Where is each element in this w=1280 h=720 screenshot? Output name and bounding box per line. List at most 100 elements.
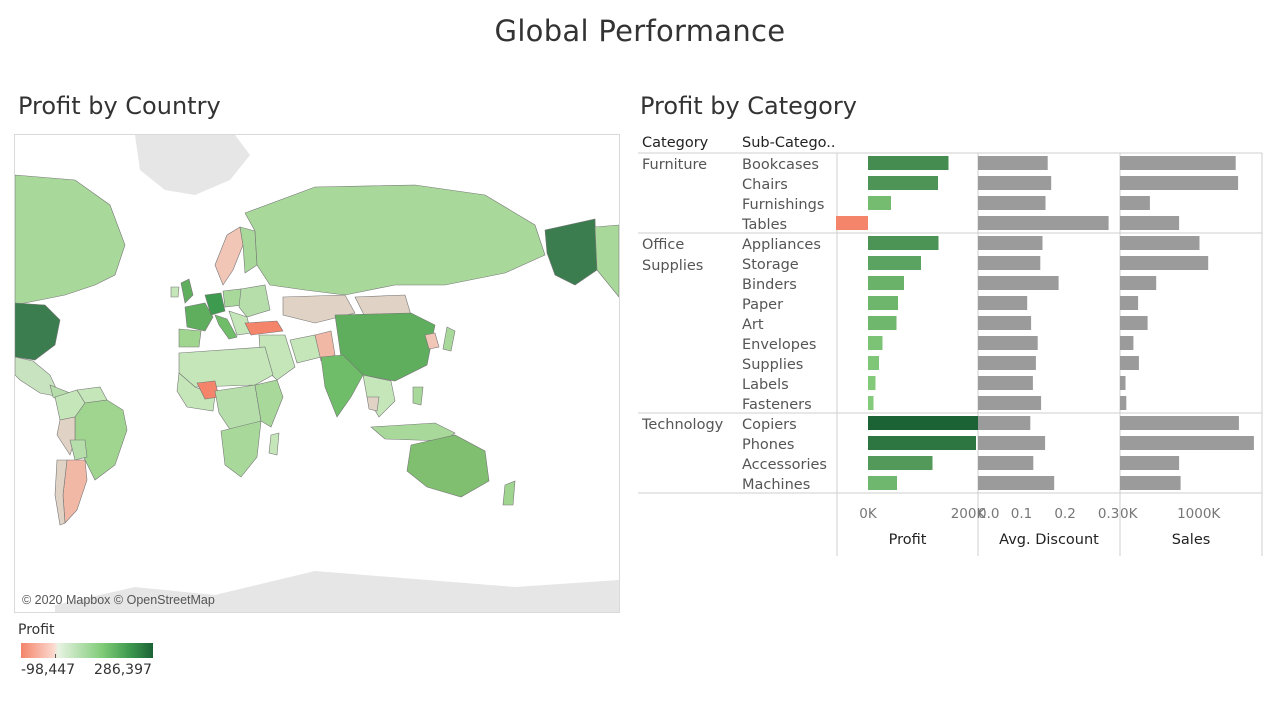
map-east-africa [254,379,284,428]
discount-bar[interactable] [978,156,1048,170]
profit-bar[interactable] [868,196,891,210]
sales-bar[interactable] [1120,456,1180,470]
map-australia [406,434,490,498]
profit-bar[interactable] [868,476,897,490]
map-yukon [594,224,619,298]
discount-bar[interactable] [978,376,1033,390]
profit-bar[interactable] [868,256,921,270]
profit-bar[interactable] [868,316,897,330]
map-title: Profit by Country [18,92,221,120]
map-france [184,302,214,332]
profit-bar[interactable] [868,276,904,290]
map-canada [15,174,126,306]
sales-bar[interactable] [1120,316,1148,330]
map-usa [15,302,61,361]
profit-bar[interactable] [868,356,879,370]
profit-bar[interactable] [868,156,949,170]
category-label: Supplies [642,258,703,274]
discount-bar[interactable] [978,196,1046,210]
discount-bar[interactable] [978,356,1036,370]
map-uk [180,278,194,304]
header-category: Category [642,135,709,151]
sales-bar[interactable] [1120,436,1254,450]
sub-category-label: Paper [742,297,783,313]
map-pakistan [314,330,336,362]
sub-category-label: Machines [742,477,810,493]
profit-bar[interactable] [868,416,997,430]
axis-title: Profit [889,532,927,548]
map-ireland [170,286,180,298]
sales-bar[interactable] [1120,296,1139,310]
sales-bar[interactable] [1120,256,1209,270]
profit-bar[interactable] [868,296,898,310]
sub-category-label: Fasteners [742,397,812,413]
axis-tick-label: 0.0 [978,506,999,522]
sales-bar[interactable] [1120,156,1236,170]
map-southeast-asia [362,374,396,418]
sales-bar[interactable] [1120,176,1239,190]
discount-bar[interactable] [978,296,1028,310]
discount-bar[interactable] [978,236,1043,250]
sub-category-label: Supplies [742,357,803,373]
map-credit[interactable]: © 2020 Mapbox © OpenStreetMap [22,593,215,607]
sub-category-label: Phones [742,437,794,453]
discount-bar[interactable] [978,336,1038,350]
discount-bar[interactable] [978,256,1041,270]
profit-bar[interactable] [868,176,938,190]
profit-bar[interactable] [868,456,933,470]
sales-bar[interactable] [1120,196,1150,210]
legend-zero-tick [55,654,56,658]
legend-title: Profit [18,622,55,638]
sub-category-label: Appliances [742,237,821,253]
dashboard-title: Global Performance [494,14,786,48]
sales-bar[interactable] [1120,216,1180,230]
category-label: Technology [641,417,724,433]
profit-bar[interactable] [868,236,939,250]
profit-map[interactable]: © 2020 Mapbox © OpenStreetMap [14,134,620,613]
profit-bar[interactable] [868,396,874,410]
sales-bar[interactable] [1120,236,1200,250]
map-south-africa-region [220,420,262,478]
map-finland [239,226,258,274]
discount-bar[interactable] [978,476,1055,490]
discount-bar[interactable] [978,176,1052,190]
map-madagascar [268,432,280,456]
profit-bar[interactable] [868,376,876,390]
sub-category-label: Storage [742,257,799,273]
discount-bar[interactable] [978,396,1042,410]
sales-bar[interactable] [1120,336,1134,350]
axis-tick-label: 200K [951,506,987,522]
sales-bar[interactable] [1120,396,1127,410]
profit-bar[interactable] [868,336,883,350]
sales-bar[interactable] [1120,276,1157,290]
world-map-svg[interactable] [15,135,619,612]
sub-category-label: Copiers [742,417,797,433]
map-russia [244,184,546,296]
discount-bar[interactable] [978,456,1034,470]
map-mexico [15,356,61,398]
category-label: Office [642,237,684,253]
profit-bar[interactable] [868,436,976,450]
discount-bar[interactable] [978,216,1109,230]
header-sub-category: Sub-Catego.. [742,135,836,151]
profit-bar[interactable] [836,216,868,230]
category-label: Furniture [642,157,707,173]
discount-bar[interactable] [978,416,1031,430]
map-west-africa [176,372,216,412]
map-new-zealand [502,480,516,506]
map-thailand [366,396,380,412]
sales-bar[interactable] [1120,416,1239,430]
legend-min-label: -98,447 [21,662,76,678]
map-korea-japan [424,332,440,350]
discount-bar[interactable] [978,436,1046,450]
sales-bar[interactable] [1120,356,1139,370]
map-italy [214,314,238,340]
map-antarctica [55,571,619,612]
discount-bar[interactable] [978,276,1059,290]
category-bar-chart[interactable]: Category Sub-Catego.. Furniture Bookcases Ch… [630,128,1270,558]
map-chile [54,459,68,526]
discount-bar[interactable] [978,316,1032,330]
map-bolivia [69,439,88,461]
sales-bar[interactable] [1120,476,1181,490]
sales-bar[interactable] [1120,376,1126,390]
